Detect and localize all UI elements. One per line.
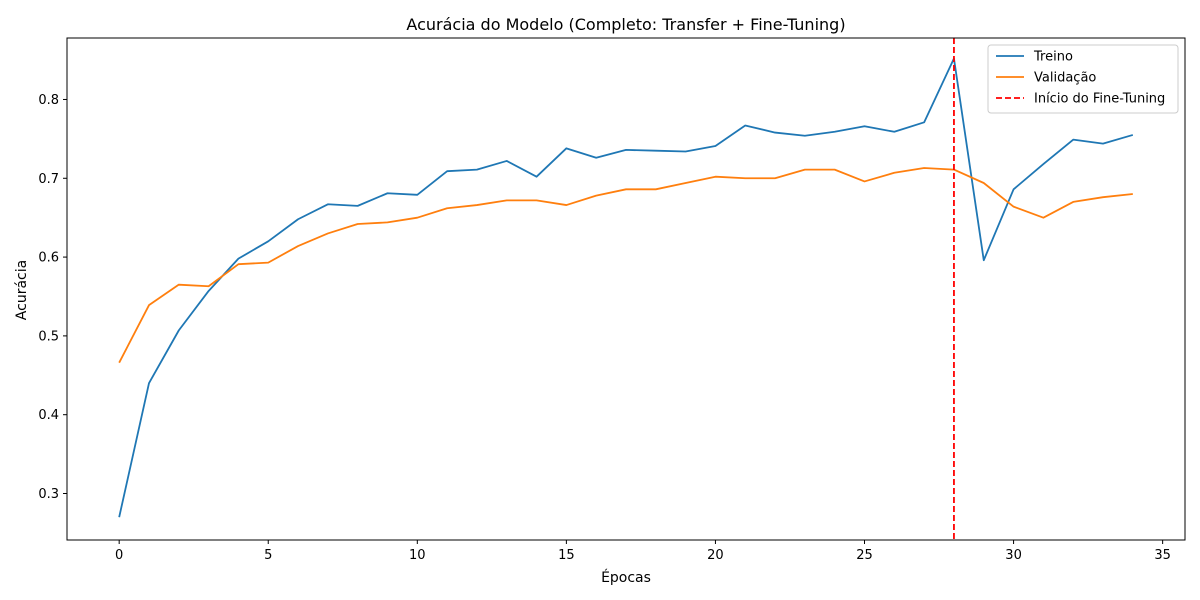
series-layer xyxy=(118,57,1134,518)
series-line-treino xyxy=(118,57,1134,518)
chart-title: Acurácia do Modelo (Completo: Transfer +… xyxy=(406,15,845,34)
y-axis-label: Acurácia xyxy=(14,260,30,320)
series-line-validacao xyxy=(118,167,1133,364)
x-tick-label: 20 xyxy=(707,548,724,563)
y-tick-label: 0.4 xyxy=(38,408,59,423)
y-tick-label: 0.6 xyxy=(38,251,59,266)
y-tick-label: 0.8 xyxy=(38,93,59,108)
x-tick-label: 25 xyxy=(856,548,873,563)
x-axis-ticks: 0 5 10 15 20 25 30 35 xyxy=(115,540,1171,563)
legend-label: Treino xyxy=(1033,50,1073,65)
x-tick-label: 15 xyxy=(558,548,575,563)
y-tick-label: 0.5 xyxy=(38,329,59,344)
y-axis-ticks: 0.3 0.4 0.5 0.6 0.7 0.8 xyxy=(38,93,67,502)
legend-label: Início do Fine-Tuning xyxy=(1034,92,1165,107)
axes-frame xyxy=(66,37,1186,541)
x-tick-label: 30 xyxy=(1005,548,1022,563)
y-tick-label: 0.7 xyxy=(38,172,59,187)
legend-label: Validação xyxy=(1034,71,1096,86)
x-tick-label: 35 xyxy=(1154,548,1171,563)
x-tick-label: 0 xyxy=(115,548,123,563)
legend: Treino Validação Início do Fine-Tuning xyxy=(987,44,1179,114)
x-axis-label: Épocas xyxy=(601,569,651,586)
x-tick-label: 10 xyxy=(409,548,426,563)
x-tick-label: 5 xyxy=(264,548,272,563)
legend-box xyxy=(987,44,1179,114)
y-tick-label: 0.3 xyxy=(38,487,59,502)
